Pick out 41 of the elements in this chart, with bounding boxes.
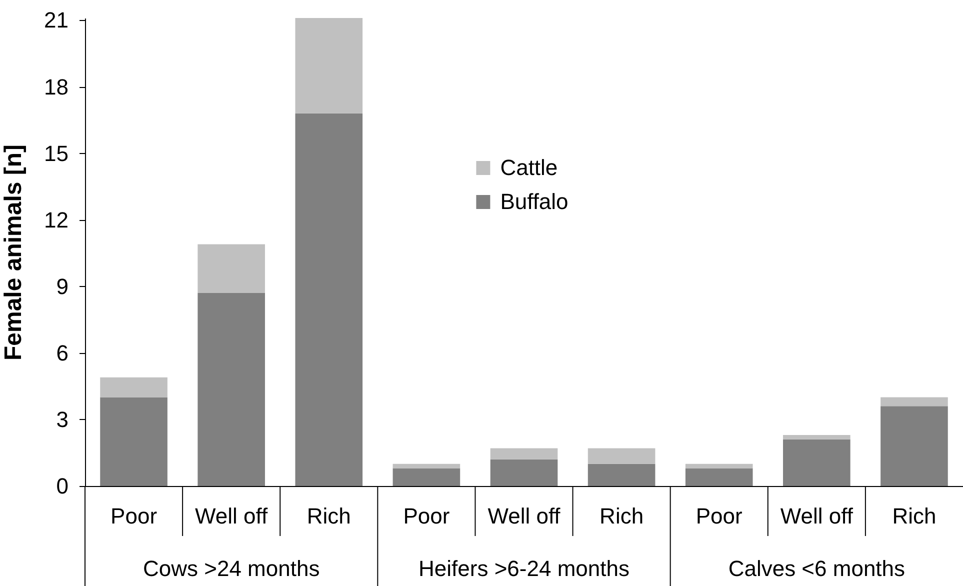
y-axis-title: Female animals [n] xyxy=(0,144,28,361)
text: Heifers >6-24 months xyxy=(418,556,630,581)
bar xyxy=(783,434,850,440)
text: Cows >24 months xyxy=(142,556,320,581)
bar xyxy=(880,397,948,406)
y-tick-label: 15 xyxy=(44,140,68,166)
bar xyxy=(198,293,265,486)
x-tick-label: Poor xyxy=(696,504,742,528)
bar xyxy=(588,464,656,486)
x-tick-label: Poor xyxy=(403,504,450,528)
bar xyxy=(880,406,948,486)
bar xyxy=(685,468,753,486)
bar xyxy=(588,448,656,464)
bar xyxy=(198,244,265,294)
y-tick-label: 9 xyxy=(56,274,68,299)
x-tick-label: Well off xyxy=(488,504,562,528)
bar xyxy=(100,397,168,486)
bar xyxy=(295,113,363,486)
bar xyxy=(295,18,363,114)
x-tick-label: Rich xyxy=(892,504,936,528)
bar xyxy=(783,439,850,486)
x-tick-label: Rich xyxy=(600,504,644,528)
y-tick-label: 3 xyxy=(56,406,68,432)
bar xyxy=(392,464,460,468)
legend-label: Cattle xyxy=(500,154,558,180)
x-tick-label: Well off xyxy=(780,504,854,528)
bar xyxy=(100,377,168,398)
y-tick-label: 18 xyxy=(44,74,68,100)
x-tick-label: Rich xyxy=(306,504,351,528)
y-tick-label: 6 xyxy=(56,340,68,366)
text: Calves <6 months xyxy=(728,556,906,581)
legend-label: Buffalo xyxy=(500,188,568,214)
y-tick-label: 12 xyxy=(44,207,68,232)
x-tick-label: Well off xyxy=(195,504,268,528)
bar xyxy=(490,459,558,486)
y-tick-label: 21 xyxy=(44,8,68,33)
x-tick-label: Poor xyxy=(110,504,158,528)
y-tick-label: 0 xyxy=(56,474,68,498)
bar xyxy=(392,468,460,486)
bar xyxy=(490,448,558,460)
bar xyxy=(685,464,753,468)
